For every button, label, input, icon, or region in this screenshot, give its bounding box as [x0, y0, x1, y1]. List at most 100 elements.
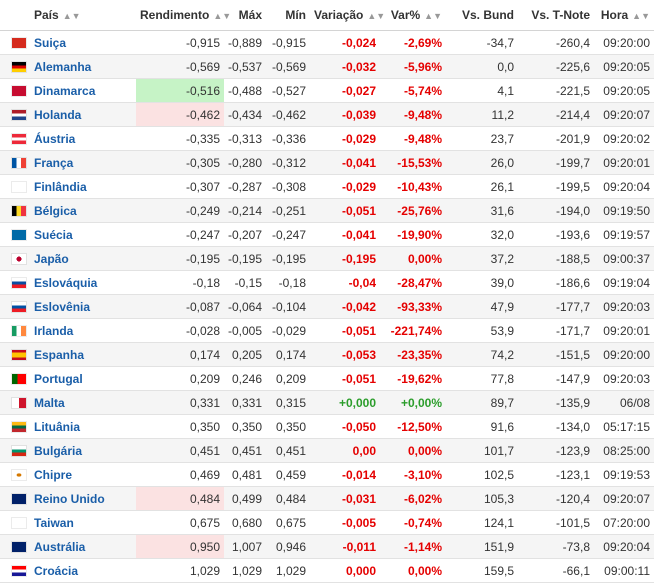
table-row[interactable]: Malta 0,331 0,331 0,315 +0,000 +0,00% 89,7 -135…	[0, 390, 654, 415]
change-percent-value: -15,53%	[380, 150, 446, 175]
column-header-vs-tnote[interactable]: Vs. T-Note	[518, 0, 594, 31]
country-name-link[interactable]: Japão	[30, 246, 136, 271]
change-value: -0,042	[310, 294, 380, 319]
max-value: -0,313	[224, 126, 266, 151]
min-value: -0,18	[266, 270, 310, 295]
table-row[interactable]: Eslováquia -0,18 -0,15 -0,18 -0,04 -28,47% 39,…	[0, 270, 654, 295]
table-row[interactable]: Bulgária 0,451 0,451 0,451 0,00 0,00% 101,7 -12…	[0, 438, 654, 463]
table-row[interactable]: Croácia 1,029 1,029 1,029 0,000 0,00% 159,5 -66…	[0, 558, 654, 583]
table-row[interactable]: Chipre 0,469 0,481 0,459 -0,014 -3,10% 102,5 -1…	[0, 462, 654, 487]
time-value: 09:19:50	[594, 198, 654, 223]
country-name-link[interactable]: Taiwan	[30, 510, 136, 535]
max-value: -0,537	[224, 54, 266, 79]
table-row[interactable]: Lituânia 0,350 0,350 0,350 -0,050 -12,50% 91,6…	[0, 414, 654, 439]
column-header-rendimento[interactable]: Rendimento ▲▼	[136, 0, 231, 31]
max-value: 0,499	[224, 486, 266, 511]
min-value: -0,029	[266, 318, 310, 343]
table-row[interactable]: Austrália 0,950 1,007 0,946 -0,011 -1,14% 151,…	[0, 534, 654, 559]
table-row[interactable]: Reino Unido 0,484 0,499 0,484 -0,031 -6,02% 10…	[0, 486, 654, 511]
flag-cell	[0, 102, 30, 127]
table-row[interactable]: Taiwan 0,675 0,680 0,675 -0,005 -0,74% 124,1 -1…	[0, 510, 654, 535]
max-value: -0,195	[224, 246, 266, 271]
country-name-link[interactable]: Eslovênia	[30, 294, 136, 319]
country-name-link[interactable]: Dinamarca	[30, 78, 136, 103]
switzerland-flag-icon	[12, 38, 26, 49]
vs-bund-value: 102,5	[446, 462, 518, 487]
table-row[interactable]: Suécia -0,247 -0,207 -0,247 -0,041 -19,90% 32,…	[0, 222, 654, 247]
country-name-link[interactable]: Áustria	[30, 126, 136, 151]
column-header-hora[interactable]: Hora ▲▼	[594, 0, 654, 31]
country-name-link[interactable]: Reino Unido	[30, 486, 136, 511]
table-row[interactable]: Eslovênia -0,087 -0,064 -0,104 -0,042 -93,33%…	[0, 294, 654, 319]
vs-tnote-value: -147,9	[518, 366, 594, 391]
change-percent-value: -9,48%	[380, 102, 446, 127]
table-row[interactable]: Japão -0,195 -0,195 -0,195 -0,195 0,00% 37,2 -1…	[0, 246, 654, 271]
country-name-link[interactable]: Alemanha	[30, 54, 136, 79]
country-name-link[interactable]: Suiça	[30, 30, 136, 55]
country-name-link[interactable]: Bulgária	[30, 438, 136, 463]
flag-cell	[0, 462, 30, 487]
country-name-link[interactable]: Bélgica	[30, 198, 136, 223]
table-row[interactable]: Holanda -0,462 -0,434 -0,462 -0,039 -9,48% 11,…	[0, 102, 654, 127]
table-row[interactable]: Portugal 0,209 0,246 0,209 -0,051 -19,62% 77,8…	[0, 366, 654, 391]
vs-tnote-value: -120,4	[518, 486, 594, 511]
time-value: 09:19:53	[594, 462, 654, 487]
flag-cell	[0, 342, 30, 367]
column-header-vs-bund[interactable]: Vs. Bund	[446, 0, 518, 31]
table-row[interactable]: Finlândia -0,307 -0,287 -0,308 -0,029 -10,43%…	[0, 174, 654, 199]
flag-cell	[0, 510, 30, 535]
country-name-link[interactable]: Irlanda	[30, 318, 136, 343]
vs-tnote-value: -201,9	[518, 126, 594, 151]
time-value: 09:20:01	[594, 150, 654, 175]
yield-value: 0,469	[136, 462, 224, 487]
min-value: -0,527	[266, 78, 310, 103]
column-header-varpct[interactable]: Var% ▲▼	[380, 0, 446, 31]
vs-tnote-value: -123,9	[518, 438, 594, 463]
table-row[interactable]: Dinamarca -0,516 -0,488 -0,527 -0,027 -5,74% 4…	[0, 78, 654, 103]
change-percent-value: -221,74%	[380, 318, 446, 343]
country-name-link[interactable]: Finlândia	[30, 174, 136, 199]
table-row[interactable]: Áustria -0,335 -0,313 -0,336 -0,029 -9,48% 23,…	[0, 126, 654, 151]
table-row[interactable]: Irlanda -0,028 -0,005 -0,029 -0,051 -221,74% 5…	[0, 318, 654, 343]
max-value: 1,007	[224, 534, 266, 559]
flag-cell	[0, 246, 30, 271]
column-header-label: País	[34, 8, 59, 22]
vs-tnote-value: -225,6	[518, 54, 594, 79]
flag-cell	[0, 294, 30, 319]
table-row[interactable]: Alemanha -0,569 -0,537 -0,569 -0,032 -5,96% 0,…	[0, 54, 654, 79]
vs-bund-value: 26,0	[446, 150, 518, 175]
column-header-pais[interactable]: País ▲▼	[30, 0, 136, 31]
change-percent-value: -10,43%	[380, 174, 446, 199]
column-header-min[interactable]: Mín	[266, 0, 310, 31]
country-name-link[interactable]: Lituânia	[30, 414, 136, 439]
yield-value: -0,087	[136, 294, 224, 319]
vs-tnote-value: -188,5	[518, 246, 594, 271]
country-name-link[interactable]: Croácia	[30, 558, 136, 583]
country-name-link[interactable]: Austrália	[30, 534, 136, 559]
yield-value: 0,950	[136, 534, 224, 559]
vs-bund-value: 124,1	[446, 510, 518, 535]
max-value: -0,005	[224, 318, 266, 343]
column-header-max[interactable]: Máx	[224, 0, 266, 31]
country-name-link[interactable]: Malta	[30, 390, 136, 415]
country-name-link[interactable]: Eslováquia	[30, 270, 136, 295]
min-value: -0,312	[266, 150, 310, 175]
country-name-link[interactable]: Suécia	[30, 222, 136, 247]
country-name-link[interactable]: Chipre	[30, 462, 136, 487]
change-percent-value: -19,62%	[380, 366, 446, 391]
table-row[interactable]: França -0,305 -0,280 -0,312 -0,041 -15,53% 26,…	[0, 150, 654, 175]
change-percent-value: -5,74%	[380, 78, 446, 103]
table-row[interactable]: Suiça -0,915 -0,889 -0,915 -0,024 -2,69% -34,7…	[0, 30, 654, 55]
yield-value: -0,249	[136, 198, 224, 223]
table-row[interactable]: Bélgica -0,249 -0,214 -0,251 -0,051 -25,76% 31…	[0, 198, 654, 223]
vs-bund-value: 32,0	[446, 222, 518, 247]
column-header-variacao[interactable]: Variação ▲▼	[310, 0, 385, 31]
country-name-link[interactable]: Portugal	[30, 366, 136, 391]
table-row[interactable]: Espanha 0,174 0,205 0,174 -0,053 -23,35% 74,2-…	[0, 342, 654, 367]
max-value: -0,434	[224, 102, 266, 127]
vs-tnote-value: -171,7	[518, 318, 594, 343]
country-name-link[interactable]: França	[30, 150, 136, 175]
sort-icon: ▲▼	[213, 11, 232, 21]
country-name-link[interactable]: Holanda	[30, 102, 136, 127]
country-name-link[interactable]: Espanha	[30, 342, 136, 367]
